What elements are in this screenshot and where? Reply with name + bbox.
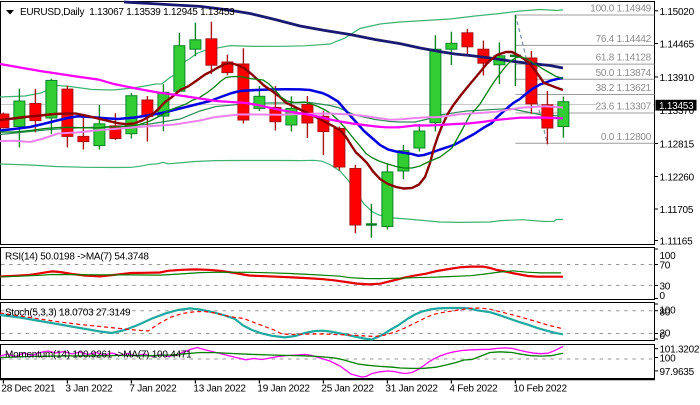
svg-text:30: 30 (660, 281, 671, 292)
svg-text:0: 0 (660, 331, 666, 342)
svg-text:0.0 1.12800: 0.0 1.12800 (601, 132, 652, 143)
svg-text:61.8 1.14128: 61.8 1.14128 (596, 53, 652, 64)
svg-text:100: 100 (660, 306, 677, 317)
svg-text:Momentum(14) 100.9261 ->MA(7): Momentum(14) 100.9261 ->MA(7) 100.4471 (5, 350, 192, 361)
svg-text:70: 70 (660, 261, 671, 272)
svg-text:23.6 1.13307: 23.6 1.13307 (596, 102, 652, 113)
svg-text:1.12260: 1.12260 (660, 173, 695, 184)
svg-text:100: 100 (660, 251, 677, 262)
svg-text:0: 0 (660, 291, 666, 302)
svg-text:31 Jan 2022: 31 Jan 2022 (385, 384, 438, 395)
svg-text:1.13910: 1.13910 (660, 73, 695, 84)
svg-text:80: 80 (660, 308, 671, 319)
svg-text:10 Feb 2022: 10 Feb 2022 (513, 384, 567, 395)
svg-text:3 Jan 2022: 3 Jan 2022 (65, 384, 113, 395)
svg-text:20: 20 (660, 329, 671, 340)
svg-text:19 Jan 2022: 19 Jan 2022 (257, 384, 310, 395)
svg-text:1.13370: 1.13370 (660, 106, 695, 117)
svg-text:Stoch(5,3,3) 18.0703 27.3149: Stoch(5,3,3) 18.0703 27.3149 (5, 308, 131, 319)
svg-text:101.3202: 101.3202 (660, 345, 700, 356)
svg-text:1.11165: 1.11165 (660, 237, 694, 248)
svg-text:100.0 1.14949: 100.0 1.14949 (590, 4, 651, 15)
svg-text:4 Feb 2022: 4 Feb 2022 (449, 384, 498, 395)
svg-text:13 Jan 2022: 13 Jan 2022 (193, 384, 246, 395)
svg-text:28 Dec 2021: 28 Dec 2021 (1, 384, 56, 395)
svg-text:1.13453: 1.13453 (659, 101, 694, 112)
svg-text:100: 100 (660, 353, 677, 364)
svg-text:1.11705: 1.11705 (660, 205, 694, 216)
svg-text:38.2 1.13621: 38.2 1.13621 (596, 83, 652, 94)
svg-text:1.14465: 1.14465 (660, 40, 695, 51)
svg-text:7 Jan 2022: 7 Jan 2022 (129, 384, 177, 395)
svg-text:25 Jan 2022: 25 Jan 2022 (321, 384, 374, 395)
svg-text:EURUSD,Daily 1.13067 1.13539: EURUSD,Daily 1.13067 1.13539 1.12945 1.1… (20, 7, 235, 18)
svg-text:97.9635: 97.9635 (660, 367, 695, 378)
svg-text:RSI(14) 50.0198 ->MA(7) 54.37: RSI(14) 50.0198 ->MA(7) 54.3748 (5, 252, 149, 263)
svg-text:50.0 1.13874: 50.0 1.13874 (596, 68, 652, 79)
svg-text:1.12815: 1.12815 (660, 140, 695, 151)
svg-text:1.15020: 1.15020 (660, 7, 695, 18)
svg-text:76.4 1.14442: 76.4 1.14442 (596, 34, 652, 45)
